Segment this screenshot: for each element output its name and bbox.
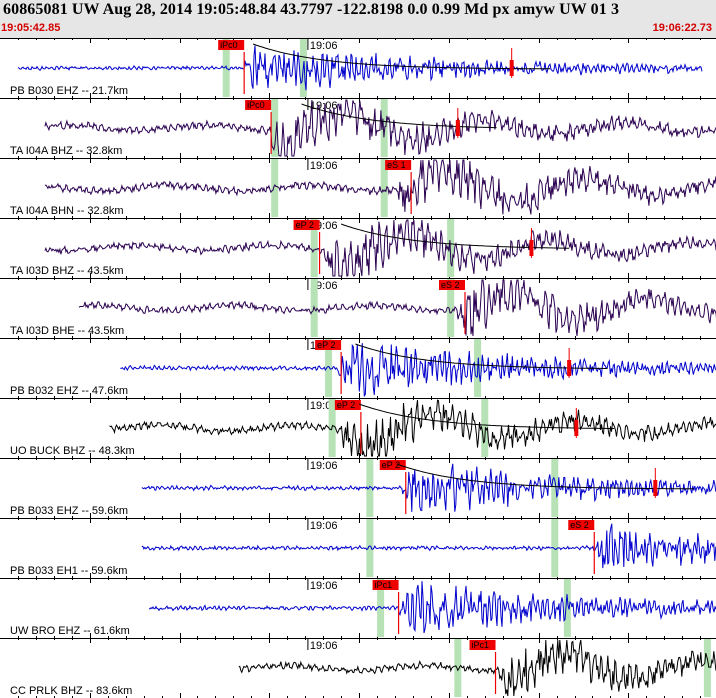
trace-layer	[17, 45, 716, 697]
waveform-trace	[78, 279, 716, 337]
pick-flag	[379, 460, 406, 470]
analysis-window	[563, 579, 571, 637]
analysis-window	[366, 459, 374, 517]
station-label: TA I04A BHN -- 32.8km	[10, 205, 124, 217]
analysis-window	[703, 639, 711, 697]
amplitude-marker	[574, 420, 579, 436]
analysis-window	[447, 279, 455, 337]
pick-flag	[439, 280, 466, 290]
analysis-window	[271, 159, 279, 217]
pick-label: iPc1	[375, 580, 393, 590]
waveform-trace	[44, 219, 716, 277]
analysis-window	[481, 399, 489, 457]
start-time-label: 19:05:42.85	[1, 22, 61, 34]
station-label: PB B030 EHZ -- 21.7km	[10, 85, 128, 97]
minute-label: 19:06	[310, 640, 338, 652]
minute-label: 19:06	[310, 40, 338, 52]
pick-flag	[385, 160, 412, 170]
station-label: TA I03D BHZ -- 43.5km	[10, 265, 124, 277]
analysis-window	[380, 99, 388, 157]
annotation-layer: iPc0 PB B030 EHZ -- 21.7km iPc0 TA I04A BHZ…	[10, 40, 694, 697]
pick-label: eS 1	[387, 160, 406, 170]
waveform-trace	[17, 45, 703, 91]
pick-flag	[372, 580, 399, 590]
analysis-window	[551, 459, 559, 517]
analysis-window	[310, 219, 318, 277]
waveform-trace	[44, 159, 716, 215]
coda-curve	[301, 103, 497, 129]
amplitude-marker	[567, 360, 572, 376]
amplitude-marker	[455, 120, 460, 136]
station-label: PB B033 EHZ -- 59.6km	[10, 505, 128, 517]
station-label: PB B032 EHZ -- 47.6km	[10, 385, 128, 397]
analysis-window	[325, 339, 333, 397]
pick-label: iPc0	[220, 40, 238, 50]
pick-label: eP 2	[296, 220, 314, 230]
pick-label: iPc0	[247, 100, 265, 110]
pick-flag	[218, 40, 245, 50]
amplitude-marker	[653, 480, 658, 496]
coda-curve	[358, 403, 615, 429]
pick-flag	[245, 100, 272, 110]
pick-label: iPc1	[472, 640, 490, 650]
coda-curve	[396, 463, 694, 490]
station-label: UO BUCK BHZ -- 48.3km	[10, 445, 135, 457]
analysis-window	[366, 519, 374, 577]
waveform-trace	[148, 581, 716, 634]
amplitude-marker	[509, 60, 514, 76]
seismogram-plot: 19:0619:0619:0619:0619:0619:0619:0619:06…	[0, 38, 716, 698]
minute-label: 19:06	[310, 460, 338, 472]
waveform-trace	[109, 399, 716, 457]
coda-curve	[355, 343, 608, 369]
waveform-trace	[238, 639, 716, 697]
station-label: CC PRLK BHZ -- 83.6km	[10, 685, 132, 697]
pick-flag	[315, 340, 342, 350]
pick-label: eP 2	[382, 460, 400, 470]
waveform-trace	[44, 99, 716, 157]
analysis-window	[454, 639, 462, 697]
station-label: PB B033 EH1 -- 59.6km	[10, 565, 127, 577]
pick-flag	[293, 220, 320, 230]
waveform-trace	[120, 343, 716, 398]
analysis-window	[551, 519, 559, 577]
minute-label: 19:06	[310, 160, 338, 172]
pick-label: eS 2	[570, 520, 589, 530]
minute-label: 19:06	[310, 580, 338, 592]
end-time-label: 19:06:22.73	[652, 22, 712, 34]
waveform-trace	[141, 523, 716, 569]
pick-label: eS 2	[441, 280, 460, 290]
analysis-window	[380, 159, 388, 217]
pick-flag	[334, 400, 361, 410]
station-label: UW BRO EHZ -- 61.6km	[10, 625, 130, 637]
station-label: TA I03D BHE -- 43.5km	[10, 325, 124, 337]
event-title: 60865081 UW Aug 28, 2014 19:05:48.84 43.…	[3, 1, 620, 18]
coda-curve	[252, 43, 551, 70]
pick-flag	[469, 640, 496, 650]
pick-label: eP 2	[337, 400, 355, 410]
station-label: TA I04A BHZ -- 32.8km	[10, 145, 122, 157]
event-header: 60865081 UW Aug 28, 2014 19:05:48.84 43.…	[0, 0, 716, 38]
minute-label: 19:06	[310, 520, 338, 532]
analysis-window	[271, 99, 279, 157]
pick-flag	[568, 520, 595, 530]
pick-label: eP 2	[317, 340, 335, 350]
amplitude-marker	[529, 240, 534, 256]
